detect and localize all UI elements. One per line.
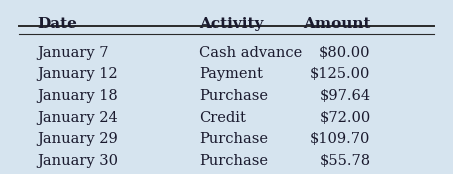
Text: Cash advance: Cash advance — [199, 46, 303, 60]
Text: January 29: January 29 — [38, 132, 118, 146]
Text: January 24: January 24 — [38, 111, 118, 125]
Text: $72.00: $72.00 — [319, 111, 371, 125]
Text: Purchase: Purchase — [199, 132, 269, 146]
Text: Credit: Credit — [199, 111, 246, 125]
Text: $55.78: $55.78 — [319, 154, 371, 168]
Text: $97.64: $97.64 — [319, 89, 371, 103]
Text: January 30: January 30 — [38, 154, 118, 168]
Text: Purchase: Purchase — [199, 89, 269, 103]
Text: Payment: Payment — [199, 68, 263, 81]
Text: $125.00: $125.00 — [310, 68, 371, 81]
Text: Activity: Activity — [199, 17, 264, 31]
Text: January 18: January 18 — [38, 89, 118, 103]
Text: $80.00: $80.00 — [319, 46, 371, 60]
Text: Purchase: Purchase — [199, 154, 269, 168]
Text: $109.70: $109.70 — [310, 132, 371, 146]
Text: Date: Date — [38, 17, 77, 31]
Text: Amount: Amount — [303, 17, 371, 31]
Text: January 7: January 7 — [38, 46, 109, 60]
Text: January 12: January 12 — [38, 68, 118, 81]
